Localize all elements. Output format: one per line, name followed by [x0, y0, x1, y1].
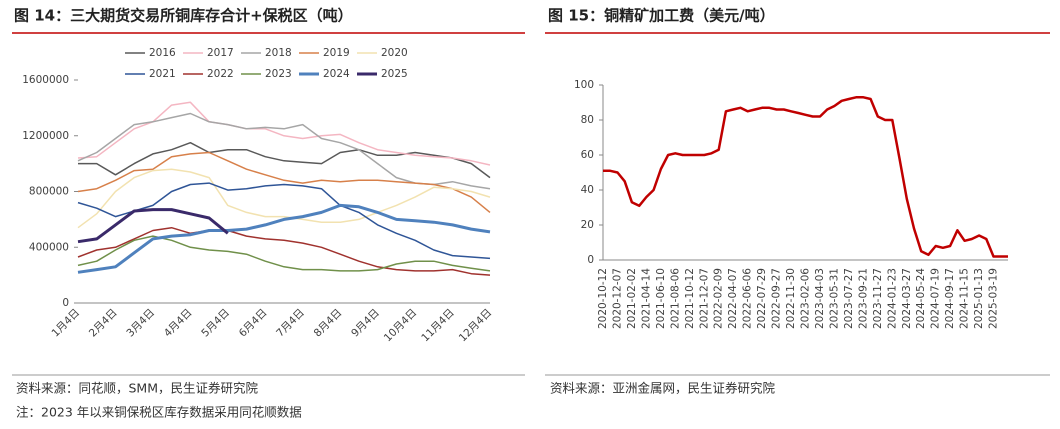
x-tick-label: 2月4日 [87, 307, 120, 340]
y-tick-label: 60 [581, 149, 594, 161]
y-tick-label: 80 [581, 114, 594, 126]
note: 注：2023 年以来铜保税区库存数据采用同花顺数据 [16, 405, 302, 420]
legend-label: 2022 [207, 68, 234, 80]
x-tick-label: 2024-03-27 [901, 268, 913, 329]
chart-title: 图 14：三大期货交易所铜库存合计+保税区（吨） [14, 7, 353, 25]
x-tick-label: 2024-05-24 [915, 268, 927, 329]
x-tick-label: 2021-10-12 [684, 268, 696, 329]
source: 资料来源：同花顺，SMM，民生证券研究院 [16, 381, 259, 396]
x-tick-label: 2023-05-31 [828, 268, 840, 329]
y-tick-label: 400000 [29, 241, 69, 253]
x-tick-label: 2022-02-09 [713, 268, 725, 329]
x-tick-label: 12月4日 [457, 307, 495, 345]
x-tick-label: 2022-04-07 [727, 268, 739, 329]
x-tick-label: 2021-04-14 [640, 268, 652, 329]
x-tick-label: 7月4日 [274, 307, 307, 340]
x-tick-label: 2020-10-12 [597, 268, 609, 329]
x-tick-label: 10月4日 [382, 307, 420, 345]
x-tick-label: 2020-12-07 [611, 268, 623, 329]
chart-title: 图 15：铜精矿加工费（美元/吨） [548, 7, 775, 25]
x-tick-label: 2025-01-13 [973, 268, 985, 329]
series-line [77, 151, 491, 213]
y-tick-label: 1200000 [22, 130, 69, 142]
x-tick-label: 2021-06-10 [655, 268, 667, 329]
series-line [77, 112, 491, 190]
legend-label: 2016 [149, 47, 176, 59]
x-tick-label: 2022-11-30 [785, 268, 797, 329]
legend-label: 2018 [265, 47, 292, 59]
series-line [77, 226, 491, 276]
series-line [77, 182, 491, 260]
series-line [77, 168, 491, 229]
x-tick-label: 2023-11-27 [872, 268, 884, 329]
series-line [77, 208, 229, 244]
x-tick-label: 3月4日 [124, 307, 157, 340]
y-tick-label: 20 [581, 219, 594, 231]
x-tick-label: 2023-04-03 [814, 268, 826, 329]
legend-label: 2025 [381, 68, 408, 80]
legend-label: 2023 [265, 68, 292, 80]
y-tick-label: 40 [581, 184, 594, 196]
x-tick-label: 2022-06-06 [742, 268, 754, 329]
x-tick-label: 4月4日 [162, 307, 195, 340]
x-tick-label: 2025-03-19 [988, 268, 1000, 329]
x-tick-label: 2022-09-27 [771, 268, 783, 329]
x-tick-label: 5月4日 [199, 307, 232, 340]
x-tick-label: 2022-07-29 [756, 268, 768, 329]
series-line [603, 96, 1008, 258]
y-tick-label: 0 [587, 254, 594, 266]
legend-label: 2021 [149, 68, 176, 80]
y-tick-label: 1600000 [22, 74, 69, 86]
x-tick-label: 2024-09-17 [944, 268, 956, 329]
series-line [77, 101, 491, 166]
y-tick-label: 800000 [29, 186, 69, 198]
x-tick-label: 11月4日 [419, 307, 457, 345]
x-tick-label: 9月4日 [349, 307, 382, 340]
x-tick-label: 2024-01-23 [886, 268, 898, 329]
x-tick-label: 6月4日 [237, 307, 270, 340]
x-tick-label: 2023-02-06 [800, 268, 812, 329]
x-tick-label: 2023-07-27 [843, 268, 855, 329]
x-tick-label: 1月4日 [49, 307, 82, 340]
x-tick-label: 8月4日 [312, 307, 345, 340]
series-line [77, 203, 491, 274]
x-tick-label: 2021-02-02 [626, 268, 638, 329]
legend-label: 2019 [323, 47, 350, 59]
legend-label: 2020 [381, 47, 408, 59]
series-line [77, 235, 491, 272]
x-tick-label: 2024-07-19 [930, 268, 942, 329]
x-tick-label: 2024-11-15 [959, 268, 971, 329]
series-line [78, 141, 491, 179]
y-tick-label: 100 [574, 79, 594, 91]
legend-label: 2024 [323, 68, 350, 80]
source: 资料来源：亚洲金属网，民生证券研究院 [550, 381, 776, 396]
x-tick-label: 2021-08-06 [669, 268, 681, 329]
x-tick-label: 2023-09-21 [857, 268, 869, 329]
x-tick-label: 2021-12-07 [698, 268, 710, 329]
legend-label: 2017 [207, 47, 234, 59]
y-tick-label: 0 [62, 297, 69, 309]
